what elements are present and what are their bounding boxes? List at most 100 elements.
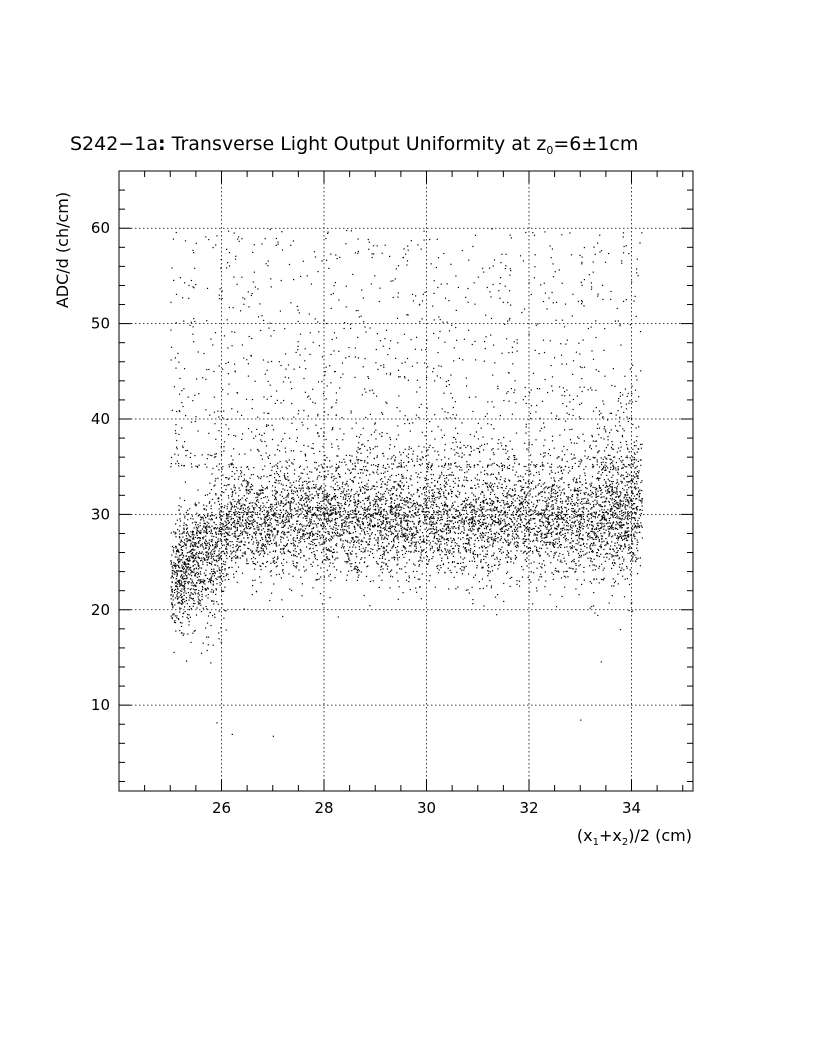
data-point	[370, 548, 371, 549]
data-point	[498, 565, 499, 566]
data-point	[455, 478, 456, 479]
data-point	[572, 501, 573, 502]
data-point	[460, 552, 461, 553]
data-point	[622, 551, 623, 552]
data-point	[613, 492, 614, 493]
data-point	[528, 486, 529, 487]
data-point	[514, 538, 515, 539]
data-point	[173, 531, 174, 532]
data-point	[561, 492, 562, 493]
data-point	[559, 486, 560, 487]
data-point	[238, 479, 239, 480]
data-point	[357, 572, 358, 573]
data-point	[626, 492, 627, 493]
data-point	[450, 538, 451, 539]
data-point	[453, 487, 454, 488]
data-point	[468, 497, 469, 498]
data-point	[175, 536, 176, 537]
data-point	[520, 475, 521, 476]
data-point	[620, 501, 621, 502]
data-point	[206, 509, 207, 510]
data-point	[459, 466, 460, 467]
data-point	[326, 513, 327, 514]
data-point	[495, 507, 496, 508]
data-point	[525, 496, 526, 497]
data-point	[589, 552, 590, 553]
data-point	[417, 461, 418, 462]
data-point	[290, 527, 291, 528]
data-point	[295, 545, 296, 546]
data-point	[614, 551, 615, 552]
data-point	[509, 468, 510, 469]
data-point	[564, 519, 565, 520]
data-point	[328, 521, 329, 522]
data-point	[401, 507, 402, 508]
data-point	[396, 507, 397, 508]
data-point	[368, 486, 369, 487]
data-point	[251, 539, 252, 540]
data-point	[282, 496, 283, 497]
data-point	[215, 493, 216, 494]
data-point	[437, 488, 438, 489]
data-point	[487, 483, 488, 484]
data-point	[213, 559, 214, 560]
data-point	[533, 518, 534, 519]
data-point	[581, 501, 582, 502]
data-point	[572, 505, 573, 506]
data-point	[603, 541, 604, 542]
data-point	[335, 558, 336, 559]
data-point	[338, 536, 339, 537]
data-point	[566, 510, 567, 511]
data-point	[476, 514, 477, 515]
data-point	[627, 519, 628, 520]
data-point	[383, 528, 384, 529]
data-point	[463, 507, 464, 508]
data-point	[434, 502, 435, 503]
data-point	[638, 558, 639, 559]
data-point	[376, 493, 377, 494]
data-point	[366, 518, 367, 519]
data-point	[465, 547, 466, 548]
data-point	[388, 506, 389, 507]
data-point	[581, 555, 582, 556]
data-point	[533, 488, 534, 489]
data-point	[282, 520, 283, 521]
data-point	[265, 540, 266, 541]
data-point	[560, 498, 561, 499]
data-point	[267, 496, 268, 497]
data-point	[366, 517, 367, 518]
data-point	[505, 514, 506, 515]
data-point	[268, 537, 269, 538]
data-point	[321, 544, 322, 545]
data-point	[530, 550, 531, 551]
data-point	[247, 483, 248, 484]
data-point	[588, 511, 589, 512]
data-point	[383, 473, 384, 474]
data-point	[450, 417, 451, 418]
data-point	[409, 559, 410, 560]
data-point	[477, 565, 478, 566]
data-point	[501, 484, 502, 485]
data-point	[402, 476, 403, 477]
data-point	[291, 450, 292, 451]
data-point	[306, 560, 307, 561]
data-point	[497, 594, 498, 595]
data-point	[288, 520, 289, 521]
data-point	[317, 479, 318, 480]
data-point	[203, 532, 204, 533]
data-point	[179, 530, 180, 531]
data-point	[604, 519, 605, 520]
data-point	[421, 554, 422, 555]
data-point	[212, 549, 213, 550]
data-point	[551, 478, 552, 479]
data-point	[538, 511, 539, 512]
data-point	[394, 481, 395, 482]
data-point	[258, 552, 259, 553]
data-point	[593, 504, 594, 505]
data-point	[566, 507, 567, 508]
data-point	[553, 477, 554, 478]
data-point	[535, 465, 536, 466]
data-point	[268, 507, 269, 508]
data-point	[242, 534, 243, 535]
